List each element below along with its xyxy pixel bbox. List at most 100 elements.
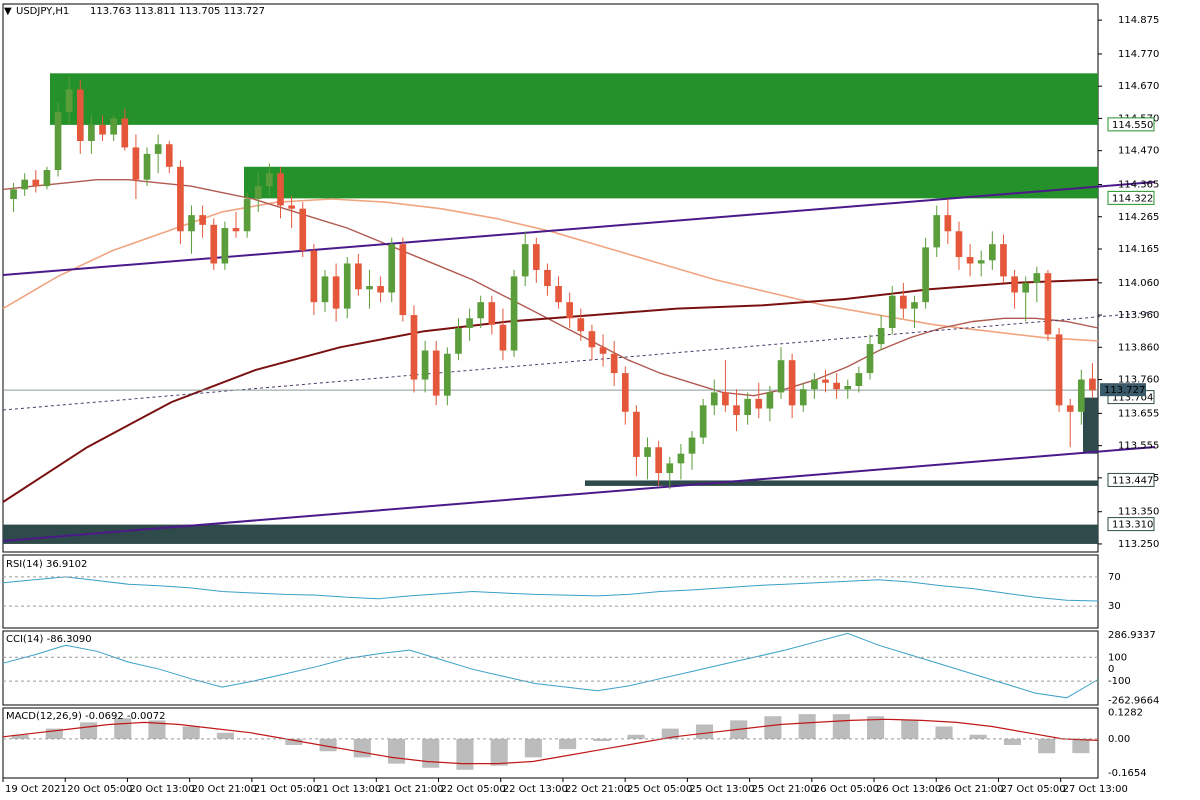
candle-body [232, 228, 240, 232]
candle-body [10, 189, 17, 200]
price-label: 114.322 [1112, 193, 1153, 204]
candle-body [744, 398, 751, 415]
candle-body [588, 331, 596, 348]
candle-body [610, 353, 618, 374]
x-tick-label: 26 Oct 05:00 [814, 784, 879, 795]
candle-body [900, 295, 907, 309]
candle-body [355, 263, 362, 290]
candle-body [199, 215, 206, 225]
y-tick-label: 113.655 [1118, 408, 1159, 419]
x-tick-label: 26 Oct 13:00 [876, 784, 941, 795]
candle-body [811, 379, 818, 390]
candle-body [1011, 276, 1018, 293]
candle-body [521, 244, 529, 277]
current-price-badge [1100, 383, 1146, 397]
candle-body [332, 276, 340, 309]
candle-body [844, 385, 852, 390]
candle-body [799, 389, 807, 406]
candle-body [54, 111, 62, 171]
trend-lines [2, 181, 1156, 542]
candle-body [677, 453, 685, 464]
candle-body [555, 286, 562, 303]
price-label: 113.704 [1112, 393, 1153, 404]
candle-body [510, 276, 518, 351]
axes: 114.875114.770114.670114.570114.470114.3… [2, 15, 1159, 795]
cci-label: CCI(14) -86.3090 [6, 634, 92, 645]
cci-level-100-label: 100 [1108, 652, 1127, 663]
candle-body [343, 263, 351, 309]
candle-body [455, 327, 462, 354]
current-price-label: 113.727 [1104, 385, 1145, 396]
x-tick-label: 20 Oct 21:00 [192, 784, 257, 795]
x-tick-label: 27 Oct 05:00 [1000, 784, 1065, 795]
price-label: 113.310 [1112, 520, 1153, 531]
demand-zone-upper [585, 480, 1098, 486]
y-tick-label: 113.860 [1118, 342, 1159, 353]
price-label-box [1107, 517, 1155, 532]
x-tick-label: 25 Oct 21:00 [752, 784, 817, 795]
candle-body [655, 447, 662, 474]
candle-body [399, 244, 407, 316]
rsi-level-30-label: 30 [1108, 601, 1121, 612]
y-tick-label: 114.875 [1118, 15, 1159, 26]
price-label: 113.447 [1112, 475, 1153, 486]
candle-body [877, 327, 885, 345]
x-tick-label: 22 Oct 05:00 [441, 784, 506, 795]
candle-body [488, 302, 496, 325]
y-tick-label: 113.350 [1118, 507, 1159, 518]
candle-body [911, 302, 918, 309]
candle-body [243, 199, 251, 232]
candle-body [633, 411, 640, 457]
candle-body [532, 244, 540, 270]
x-tick-label: 22 Oct 13:00 [503, 784, 568, 795]
candle-body [21, 179, 29, 190]
candle-body [277, 173, 284, 206]
y-tick-label: 114.060 [1118, 278, 1159, 289]
candle-body [577, 318, 585, 332]
cci-level-max-label: 286.9337 [1108, 630, 1156, 641]
x-tick-label: 20 Oct 05:00 [67, 784, 132, 795]
mid-channel-line [2, 311, 1156, 411]
candle-body [110, 118, 117, 135]
candle-body [788, 360, 796, 406]
candle-body [833, 382, 840, 390]
chart-header: ▼ USDJPY,H1 113.763 113.811 113.705 113.… [4, 6, 265, 17]
candle-body [188, 215, 195, 232]
candle-body [699, 405, 707, 438]
candle-body [32, 179, 40, 187]
price-label-box [1107, 472, 1155, 487]
candle-body [666, 463, 674, 474]
candle-body [955, 231, 963, 258]
y-tick-label: 113.760 [1118, 375, 1159, 386]
y-tick-label: 114.265 [1118, 212, 1159, 223]
macd-level-zero-label: 0.00 [1108, 734, 1130, 745]
candle-body [1000, 244, 1007, 277]
y-tick-label: 114.670 [1118, 81, 1159, 92]
candle-body [421, 350, 429, 380]
macd-level-max-label: 0.1282 [1108, 707, 1143, 718]
candle-body [710, 392, 718, 406]
rsi-panel [2, 554, 1099, 629]
candle-body [1066, 405, 1074, 412]
candle-body [977, 260, 985, 264]
candle-body [444, 353, 451, 396]
candle-body [210, 224, 218, 264]
candle-body [888, 295, 896, 328]
candle-body [777, 360, 785, 393]
zones [3, 73, 1098, 544]
recent-range-box [1083, 397, 1098, 454]
candle-body [88, 124, 95, 141]
dropdown-icon[interactable]: ▼ [4, 6, 12, 17]
candle-body [321, 276, 329, 303]
supply-zone-lower [244, 166, 1098, 199]
candle-body [288, 205, 295, 209]
ohlc-values: 113.763 113.811 113.705 113.727 [90, 6, 265, 17]
candle-body [366, 286, 373, 290]
candle-body [221, 228, 229, 264]
y-tick-label: 113.250 [1118, 539, 1159, 550]
candles [10, 76, 1096, 490]
candle-body [944, 215, 952, 232]
candle-body [966, 257, 974, 264]
candle-body [722, 392, 729, 406]
